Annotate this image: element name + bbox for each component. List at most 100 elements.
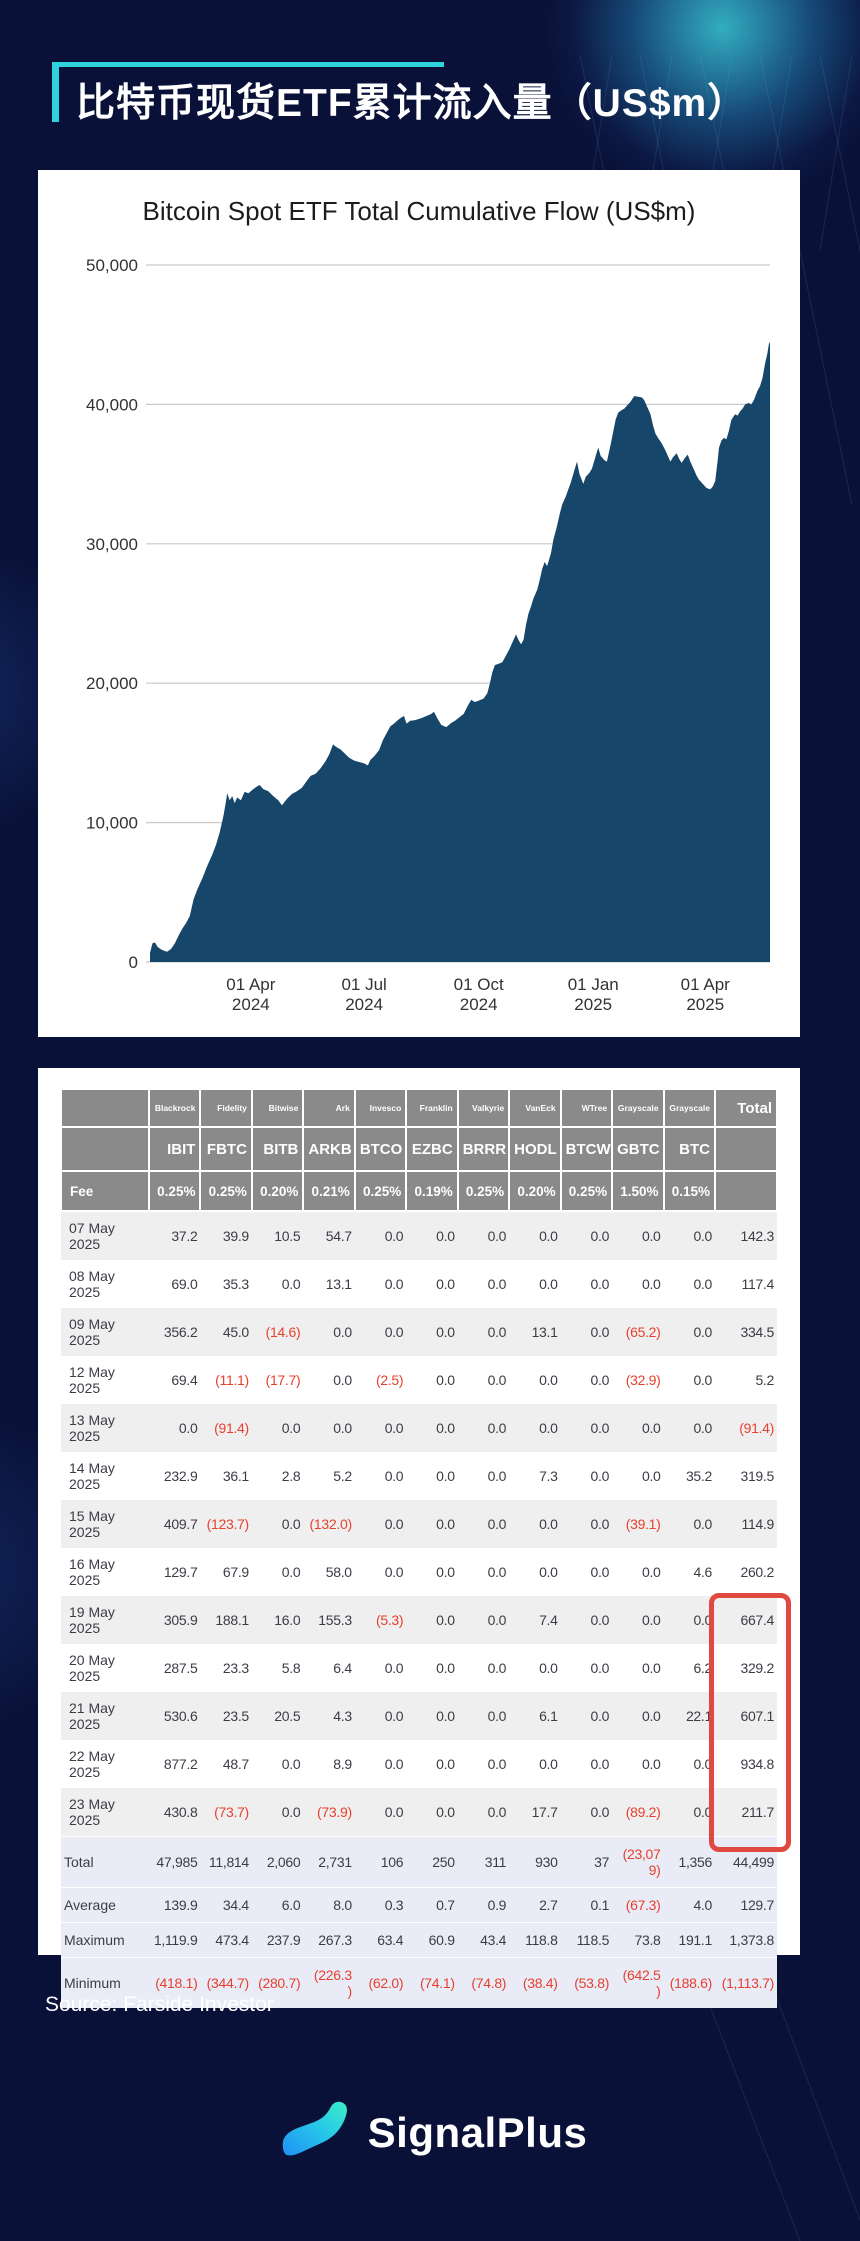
value-cell: 0.0 [612,1548,664,1596]
value-cell: 0.0 [509,1404,561,1452]
value-cell: 67.9 [200,1548,252,1596]
value-cell: 0.0 [560,1692,613,1740]
x-tick-label: 01 Jul 2024 [341,975,386,1014]
value-cell: 409.7 [149,1500,201,1548]
value-cell: 0.0 [354,1211,407,1260]
table-row: 23 May 2025 430.8 (73.7) 0.0 (73.9) 0.0 0.0 0.0… [61,1788,777,1837]
issuer-header-cell: Ark [302,1088,356,1128]
value-cell: 0.0 [406,1740,458,1788]
summary-value-cell: 250 [406,1836,458,1888]
value-cell: 0.0 [509,1211,561,1260]
summary-value-cell: 2.7 [509,1887,561,1923]
brand-name: SignalPlus [367,2109,588,2156]
value-cell: 430.8 [149,1788,201,1837]
summary-value-cell: 8.0 [303,1887,355,1923]
area-series [150,341,770,962]
value-cell: 0.0 [354,1308,407,1356]
value-cell: 0.0 [406,1260,458,1308]
value-cell: 0.0 [251,1404,304,1452]
total-header-cell: Total [714,1088,778,1128]
value-cell: 4.6 [663,1548,715,1596]
value-cell: (73.9) [303,1788,355,1837]
summary-value-cell: 0.3 [354,1887,407,1923]
value-cell: 0.0 [663,1308,715,1356]
chart-card: Bitcoin Spot ETF Total Cumulative Flow (… [38,170,800,1037]
value-cell: 0.0 [612,1644,664,1692]
value-cell: 37.2 [149,1211,201,1260]
value-cell: 0.0 [457,1452,510,1500]
issuer-header-cell: Grayscale [662,1088,717,1128]
summary-value-cell: 0.7 [406,1887,458,1923]
title-accent-line [52,62,444,67]
value-cell: 0.0 [560,1356,613,1404]
issuer-header-cell: Bitwise [250,1088,305,1128]
summary-value-cell: 60.9 [406,1922,458,1958]
fee-value-cell: 0.25% [199,1170,253,1212]
date-cell: 16 May 2025 [61,1548,149,1596]
date-cell: 20 May 2025 [61,1644,149,1692]
value-cell: 0.0 [406,1548,458,1596]
value-cell: 0.0 [406,1644,458,1692]
issuer-header-cell: WTree [559,1088,614,1128]
y-tick-label: 50,000 [86,256,138,275]
summary-value-cell: 1,373.8 [715,1922,777,1958]
value-cell: 0.0 [457,1308,510,1356]
total-cell: 142.3 [715,1211,777,1260]
value-cell: 45.0 [200,1308,252,1356]
value-cell: 0.0 [612,1211,664,1260]
x-tick-label: 01 Jan 2025 [568,975,619,1014]
issuer-header-cell: VanEck [508,1088,562,1128]
value-cell: 0.0 [149,1404,201,1452]
issuer-header-cell: Invesco [353,1088,408,1128]
summary-row: Maximum 1,119.9 473.4 237.9 267.3 63.4 60.9 43.… [61,1922,777,1958]
value-cell: (65.2) [612,1308,664,1356]
total-cell: 667.4 [715,1596,777,1644]
value-cell: 0.0 [406,1308,458,1356]
value-cell: 58.0 [303,1548,355,1596]
table-row: 22 May 2025 877.2 48.7 0.0 8.9 0.0 0.0 0.0 0.0 0.… [61,1740,777,1788]
value-cell: 22.1 [663,1692,715,1740]
total-cell: 329.2 [715,1644,777,1692]
value-cell: 0.0 [457,1500,510,1548]
summary-value-cell: 473.4 [200,1922,252,1958]
value-cell: 36.1 [200,1452,252,1500]
summary-value-cell: (280.7) [251,1957,304,2008]
summary-value-cell: (226.3 ) [303,1957,355,2008]
ticker-header-cell: HODL [508,1126,562,1172]
summary-label: Minimum [61,1957,149,2008]
value-cell: 0.0 [354,1404,407,1452]
table-row: 07 May 2025 37.2 39.9 10.5 54.7 0.0 0.0 0.0 0.0 0… [61,1211,777,1260]
table-row: 12 May 2025 69.4 (11.1) (17.7) 0.0 (2.5) 0.0 0.… [61,1356,777,1404]
y-tick-label: 20,000 [86,674,138,693]
table-row: 21 May 2025 530.6 23.5 20.5 4.3 0.0 0.0 0.0 6.1 0… [61,1692,777,1740]
value-cell: 0.0 [560,1260,613,1308]
chart-title: Bitcoin Spot ETF Total Cumulative Flow (… [142,196,696,226]
date-cell: 13 May 2025 [61,1404,149,1452]
value-cell: 0.0 [251,1500,304,1548]
brand-logo: SignalPlus [0,2098,860,2168]
table-row: 16 May 2025 129.7 67.9 0.0 58.0 0.0 0.0 0.0 0.0 0… [61,1548,777,1596]
value-cell: 0.0 [663,1596,715,1644]
summary-value-cell: (418.1) [149,1957,201,2008]
summary-value-cell: 1,119.9 [149,1922,201,1958]
summary-value-cell: 43.4 [457,1922,510,1958]
summary-value-cell: 311 [457,1836,510,1888]
ticker-header-cell: BTCW [559,1126,614,1172]
date-cell: 12 May 2025 [61,1356,149,1404]
table-row: 15 May 2025 409.7 (123.7) 0.0 (132.0) 0.0 0.0 0… [61,1500,777,1548]
value-cell: (14.6) [251,1308,304,1356]
summary-value-cell: 0.1 [560,1887,613,1923]
value-cell: 0.0 [457,1356,510,1404]
value-cell: 0.0 [406,1356,458,1404]
total-header-spacer [714,1170,778,1212]
value-cell: (132.0) [303,1500,355,1548]
summary-value-cell: (67.3) [612,1887,664,1923]
summary-value-cell: 0.9 [457,1887,510,1923]
date-cell: 22 May 2025 [61,1740,149,1788]
fee-value-cell: 0.21% [302,1170,356,1212]
date-cell: 09 May 2025 [61,1308,149,1356]
value-cell: (39.1) [612,1500,664,1548]
header-corner-cell [60,1088,150,1128]
table-row: 13 May 2025 0.0 (91.4) 0.0 0.0 0.0 0.0 0.0 0.0 0.… [61,1404,777,1452]
value-cell: (17.7) [251,1356,304,1404]
